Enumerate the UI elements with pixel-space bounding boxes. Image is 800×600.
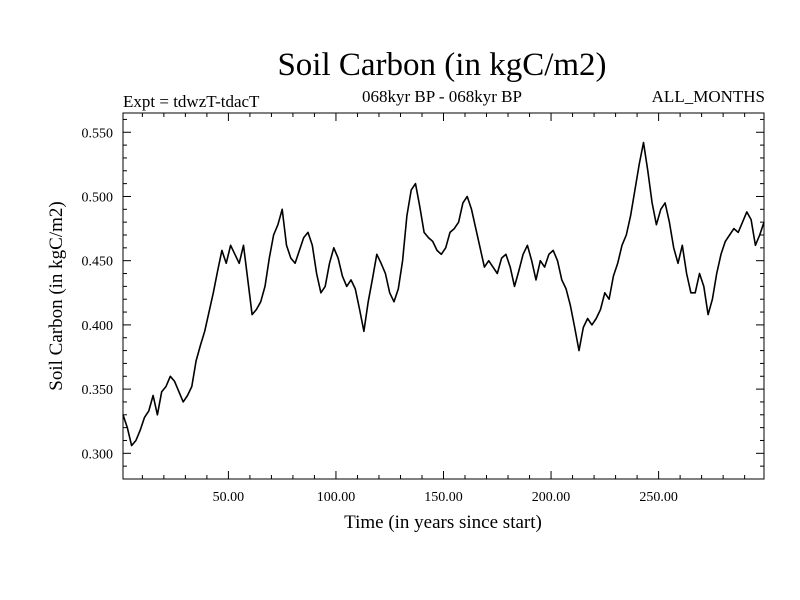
series-line (122, 141, 765, 447)
months-label: ALL_MONTHS (651, 87, 765, 106)
major-ticks (123, 113, 764, 479)
experiment-label: Expt = tdwzT-tdacT (123, 92, 260, 111)
y-tick-label: 0.500 (82, 190, 114, 205)
plot-frame (122, 112, 765, 480)
x-tick-label: 250.00 (639, 490, 678, 505)
y-tick-label: 0.450 (82, 255, 114, 270)
x-tick-label: 50.00 (213, 490, 245, 505)
chart-title: Soil Carbon (in kgC/m2) (277, 47, 607, 83)
y-tick-label: 0.350 (82, 383, 114, 398)
y-tick-label: 0.300 (82, 447, 114, 462)
y-axis-title: Soil Carbon (in kgC/m2) (46, 201, 67, 390)
y-tick-labels: 0.300 0.350 0.400 0.450 0.500 0.550 (82, 126, 114, 462)
y-tick-label: 0.400 (82, 319, 114, 334)
x-tick-label: 200.00 (532, 490, 571, 505)
minor-ticks (123, 113, 764, 479)
y-tick-label: 0.550 (82, 126, 114, 141)
x-axis-title: Time (in years since start) (344, 512, 542, 533)
x-tick-label: 100.00 (317, 490, 356, 505)
period-label: 068kyr BP - 068kyr BP (362, 87, 522, 106)
x-tick-label: 150.00 (424, 490, 463, 505)
series-layer (122, 141, 765, 447)
x-tick-labels: 50.00 100.00 150.00 200.00 250.00 (213, 490, 678, 505)
